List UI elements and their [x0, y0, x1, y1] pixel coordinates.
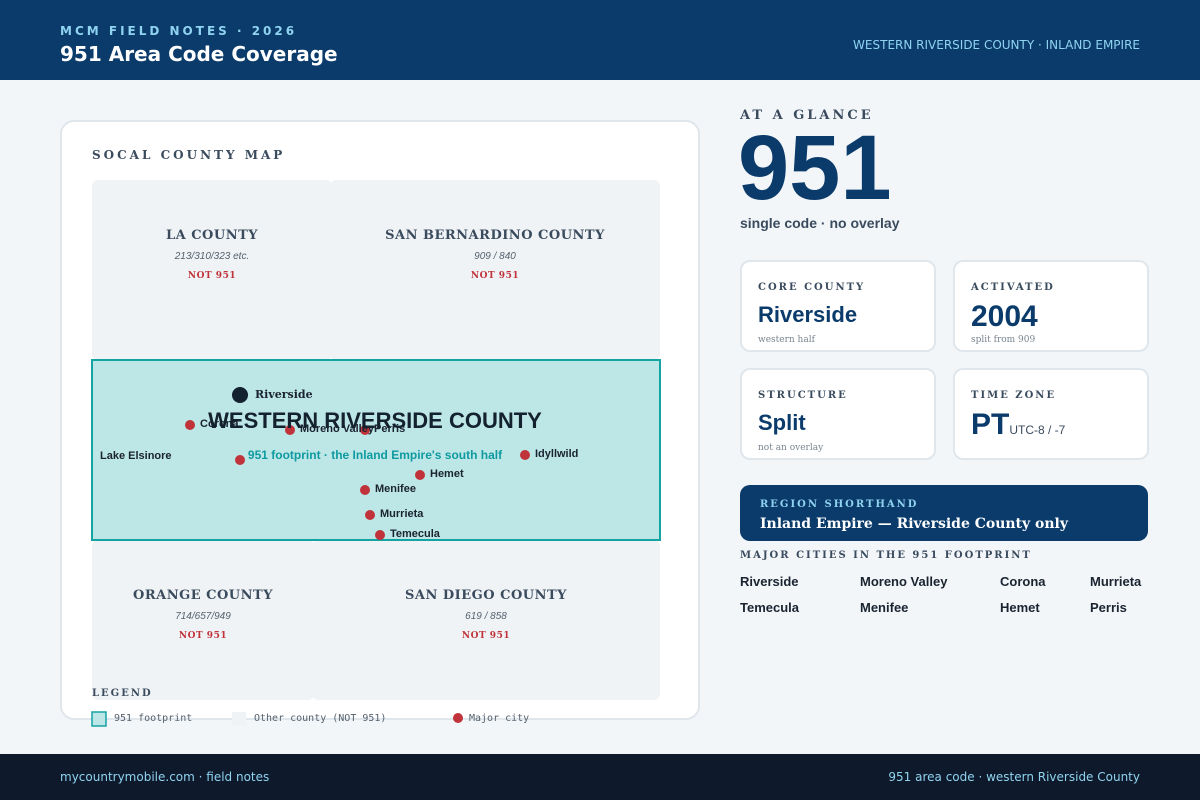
- county-codes-san-diego: 619 / 858: [465, 611, 507, 622]
- major-city-item: Hemet: [1000, 600, 1040, 615]
- legend-swatch-footprint: [91, 711, 107, 727]
- stat-activated: ACTIVATED 2004 split from 909: [953, 260, 1149, 352]
- map-card-title: SOCAL COUNTY MAP: [92, 148, 286, 162]
- footprint-subtitle: 951 footprint · the Inland Empire's sout…: [247, 448, 503, 462]
- stat-structure-note: not an overlay: [758, 443, 824, 453]
- city-label-perris: Perris: [374, 423, 406, 435]
- city-label-menifee: Menifee: [375, 483, 416, 495]
- major-city-item: Moreno Valley: [860, 574, 948, 589]
- major-city-item: Corona: [1000, 574, 1046, 589]
- city-dot-hemet: [415, 470, 425, 480]
- city-dot-menifee: [360, 485, 370, 495]
- glance-label: AT A GLANCE: [740, 108, 874, 123]
- stat-time-zone: TIME ZONE PTUTC-8 / -7: [953, 368, 1149, 460]
- city-label-riverside: Riverside: [255, 388, 313, 401]
- stat-activated-label: ACTIVATED: [971, 282, 1055, 293]
- stat-time-zone-main: PT: [971, 408, 1010, 441]
- city-label-lake-elsinore: Lake Elsinore: [100, 450, 172, 462]
- county-codes-orange: 714/657/949: [175, 611, 231, 622]
- legend-title: LEGEND: [92, 688, 153, 699]
- footer-bar: mycountrymobile.com · field notes 951 ar…: [0, 754, 1200, 800]
- county-la: [92, 180, 332, 360]
- legend-item-city: Major city: [469, 713, 530, 724]
- city-label-moreno-valley: Moreno Valley: [300, 423, 374, 435]
- stat-core-county-label: CORE COUNTY: [758, 282, 866, 293]
- stat-core-county-note: western half: [758, 335, 815, 345]
- region-shorthand-label: REGION SHORTHAND: [760, 499, 919, 510]
- legend-swatch-city: [453, 713, 463, 723]
- region-shorthand-card: REGION SHORTHAND Inland Empire — Riversi…: [740, 485, 1148, 541]
- header-eyebrow: MCM FIELD NOTES · 2026: [60, 24, 298, 38]
- city-dot-idyllwild: [520, 450, 530, 460]
- county-status-la: NOT 951: [187, 271, 237, 281]
- stat-activated-note: split from 909: [971, 335, 1036, 345]
- major-city-item: Murrieta: [1090, 574, 1142, 589]
- major-city-item: Riverside: [740, 574, 799, 589]
- county-label-san-diego: SAN DIEGO COUNTY: [405, 588, 567, 603]
- city-dot-temecula: [375, 530, 385, 540]
- glance-code: 951: [738, 117, 892, 219]
- county-status-san-bernardino: NOT 951: [470, 271, 520, 281]
- stat-structure-label: STRUCTURE: [758, 390, 848, 401]
- city-label-temecula: Temecula: [390, 528, 440, 540]
- major-cities-label: MAJOR CITIES IN THE 951 FOOTPRINT: [740, 550, 1032, 561]
- county-codes-san-bernardino: 909 / 840: [474, 251, 516, 262]
- page-title: 951 Area Code Coverage: [60, 42, 338, 66]
- major-city-item: Temecula: [740, 600, 800, 615]
- county-label-orange: ORANGE COUNTY: [133, 588, 273, 603]
- region-shorthand-value: Inland Empire — Riverside County only: [760, 516, 1069, 532]
- footprint-title: WESTERN RIVERSIDE COUNTY: [208, 408, 542, 433]
- stat-time-zone-unit: UTC-8 / -7: [1009, 423, 1066, 437]
- header-region: WESTERN RIVERSIDE COUNTY · INLAND EMPIRE: [853, 38, 1140, 52]
- county-label-la: LA COUNTY: [165, 228, 259, 243]
- county-label-san-bernardino: SAN BERNARDINO COUNTY: [385, 228, 605, 243]
- legend-swatch-other: [232, 712, 246, 726]
- stat-structure-value: Split: [758, 410, 806, 435]
- city-label-hemet: Hemet: [430, 468, 464, 480]
- header-bar: MCM FIELD NOTES · 2026 951 Area Code Cov…: [0, 0, 1200, 80]
- county-codes-la: 213/310/323 etc.: [174, 251, 250, 262]
- legend-item-other: Other county (NOT 951): [254, 713, 387, 724]
- legend-item-footprint: 951 footprint: [114, 713, 193, 724]
- county-status-orange: NOT 951: [178, 631, 228, 641]
- county-san-diego: [312, 540, 660, 700]
- footer-right: 951 area code · western Riverside County: [888, 770, 1140, 784]
- glance-subtitle: single code · no overlay: [740, 215, 900, 231]
- stat-time-zone-label: TIME ZONE: [971, 390, 1057, 401]
- city-dot-corona: [185, 420, 195, 430]
- footer-left: mycountrymobile.com · field notes: [60, 770, 270, 784]
- stat-structure: STRUCTURE Split not an overlay: [740, 368, 936, 460]
- county-san-bernardino: [330, 180, 660, 360]
- county-orange: [92, 540, 314, 700]
- city-dot-perris: [360, 425, 370, 435]
- stat-time-zone-value: PTUTC-8 / -7: [971, 408, 1065, 442]
- city-dot-murrieta: [365, 510, 375, 520]
- city-label-idyllwild: Idyllwild: [535, 448, 579, 460]
- stat-core-county-value: Riverside: [758, 302, 858, 327]
- city-dot-moreno-valley: [285, 425, 295, 435]
- stat-activated-value: 2004: [971, 300, 1038, 333]
- footprint-951: [91, 359, 661, 541]
- major-city-item: Perris: [1090, 600, 1127, 615]
- city-dot-lake-elsinore: [235, 455, 245, 465]
- city-dot-riverside: [232, 387, 248, 403]
- major-city-item: Menifee: [860, 600, 909, 615]
- county-status-san-diego: NOT 951: [461, 631, 511, 641]
- city-label-corona: Corona: [200, 418, 239, 430]
- city-label-murrieta: Murrieta: [380, 508, 424, 520]
- stat-core-county: CORE COUNTY Riverside western half: [740, 260, 936, 352]
